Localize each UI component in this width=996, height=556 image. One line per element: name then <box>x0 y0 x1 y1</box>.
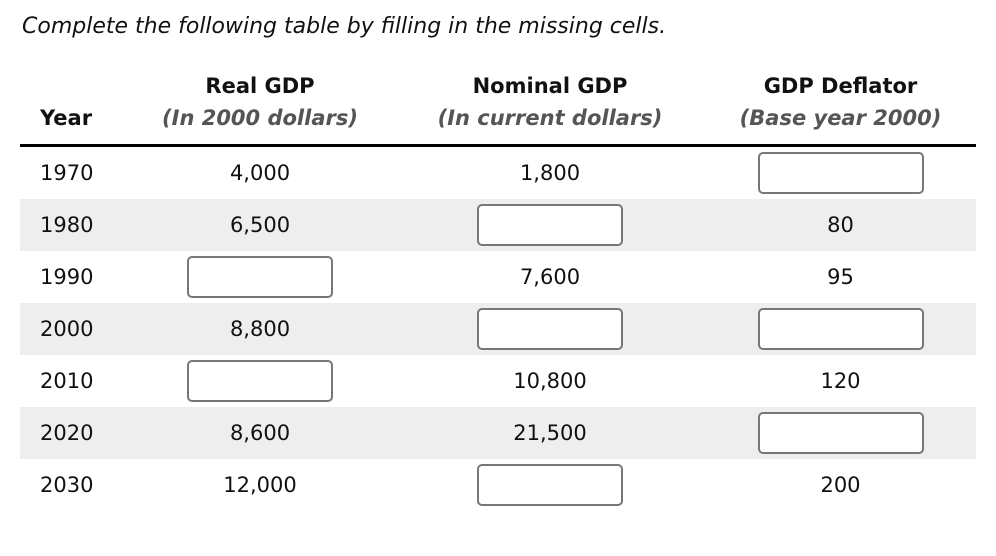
nominal-gdp-value-1970: 1,800 <box>519 161 581 185</box>
gdp-deflator-input-2000[interactable] <box>757 308 924 350</box>
table-row-1990: 1990 7,600 95 <box>20 251 976 303</box>
gdp-deflator-input-1970[interactable] <box>757 152 924 194</box>
real-gdp-value-2000: 8,800 <box>229 317 291 341</box>
year-cell-1980: 1980 <box>40 213 94 237</box>
instructions-text: Complete the following table by filling … <box>22 14 667 39</box>
real-gdp-value-2020: 8,600 <box>229 421 291 445</box>
nominal-gdp-input-1980[interactable] <box>477 204 623 246</box>
real-gdp-cell-1990 <box>125 251 395 303</box>
table-row-1970: 1970 4,000 1,800 <box>20 146 976 200</box>
real-gdp-input-1990[interactable] <box>187 256 333 298</box>
gdp-deflator-value-2010: 120 <box>820 369 861 393</box>
column-header-year: Year <box>20 100 125 147</box>
real-gdp-value-1980: 6,500 <box>229 213 291 237</box>
gdp-deflator-cell-2020 <box>705 407 976 459</box>
year-cell-2000: 2000 <box>40 317 94 341</box>
column-subheader-gdp-deflator: (Base year 2000) <box>705 100 976 147</box>
column-header-real-gdp: Real GDP <box>205 74 315 98</box>
gdp-table: Real GDP Nominal GDP GDP Deflator Year (… <box>20 60 976 511</box>
nominal-gdp-value-2020: 21,500 <box>513 421 587 445</box>
column-subheader-real-gdp: (In 2000 dollars) <box>125 100 395 147</box>
gdp-deflator-cell-1970 <box>705 146 976 200</box>
nominal-gdp-value-2010: 10,800 <box>513 369 587 393</box>
year-cell-2030: 2030 <box>40 473 94 497</box>
nominal-gdp-cell-2000 <box>395 303 705 355</box>
year-cell-2020: 2020 <box>40 421 94 445</box>
real-gdp-input-2010[interactable] <box>187 360 333 402</box>
table-row-2010: 2010 10,800 120 <box>20 355 976 407</box>
year-cell-1970: 1970 <box>40 161 94 185</box>
column-header-nominal-gdp: Nominal GDP <box>472 74 628 98</box>
table-row-2000: 2000 8,800 <box>20 303 976 355</box>
nominal-gdp-cell-2030 <box>395 459 705 511</box>
real-gdp-value-1970: 4,000 <box>229 161 291 185</box>
nominal-gdp-input-2030[interactable] <box>477 464 623 506</box>
table-row-2020: 2020 8,600 21,500 <box>20 407 976 459</box>
column-subheader-nominal-gdp: (In current dollars) <box>395 100 705 147</box>
real-gdp-cell-2010 <box>125 355 395 407</box>
gdp-deflator-value-1980: 80 <box>827 213 854 237</box>
header-spacer <box>20 60 125 100</box>
table-row-1980: 1980 6,500 80 <box>20 199 976 251</box>
nominal-gdp-cell-1980 <box>395 199 705 251</box>
table-header: Real GDP Nominal GDP GDP Deflator Year (… <box>20 60 976 147</box>
gdp-deflator-cell-2000 <box>705 303 976 355</box>
real-gdp-value-2030: 12,000 <box>223 473 297 497</box>
column-header-gdp-deflator: GDP Deflator <box>763 74 918 98</box>
table-row-2030: 2030 12,000 200 <box>20 459 976 511</box>
gdp-deflator-value-2030: 200 <box>820 473 861 497</box>
year-cell-2010: 2010 <box>40 369 94 393</box>
gdp-deflator-input-2020[interactable] <box>757 412 924 454</box>
gdp-deflator-value-1990: 95 <box>827 265 854 289</box>
year-cell-1990: 1990 <box>40 265 94 289</box>
nominal-gdp-input-2000[interactable] <box>477 308 623 350</box>
nominal-gdp-value-1990: 7,600 <box>519 265 581 289</box>
